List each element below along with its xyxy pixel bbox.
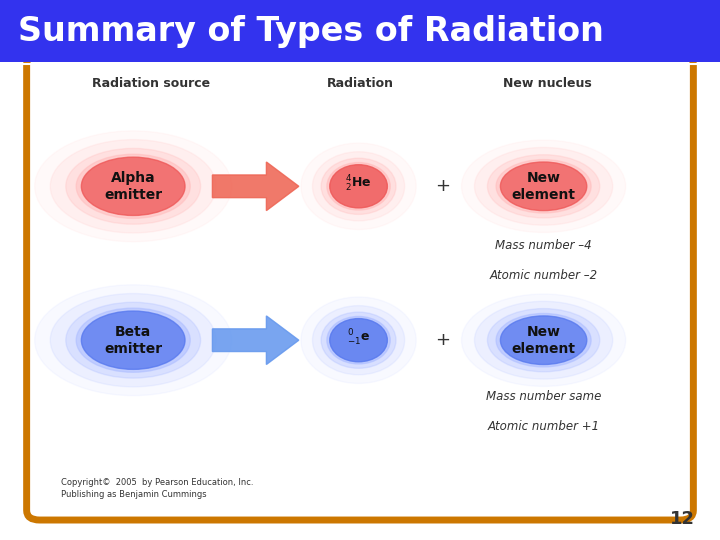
Text: Atomic number +1: Atomic number +1	[487, 420, 600, 433]
Ellipse shape	[312, 152, 405, 221]
Text: Radiation: Radiation	[326, 77, 394, 90]
Ellipse shape	[35, 131, 232, 242]
Text: New
element: New element	[512, 171, 575, 202]
Ellipse shape	[50, 140, 216, 233]
Ellipse shape	[66, 302, 201, 378]
FancyBboxPatch shape	[27, 55, 693, 520]
Text: 12: 12	[670, 510, 695, 528]
Text: Beta
emitter: Beta emitter	[104, 325, 162, 356]
Ellipse shape	[327, 316, 390, 364]
Ellipse shape	[500, 162, 587, 211]
Ellipse shape	[330, 165, 387, 208]
Ellipse shape	[35, 285, 232, 396]
Ellipse shape	[496, 159, 591, 213]
Text: New nucleus: New nucleus	[503, 77, 592, 90]
Text: +: +	[436, 331, 450, 349]
Text: +: +	[436, 177, 450, 195]
Text: New
element: New element	[512, 325, 575, 356]
FancyArrow shape	[212, 162, 299, 211]
Text: Radiation source: Radiation source	[92, 77, 210, 90]
Ellipse shape	[312, 306, 405, 375]
Text: Alpha
emitter: Alpha emitter	[104, 171, 162, 202]
Text: Mass number –4: Mass number –4	[495, 239, 592, 252]
Text: Mass number same: Mass number same	[486, 390, 601, 403]
Ellipse shape	[327, 163, 390, 210]
Ellipse shape	[474, 147, 613, 225]
Ellipse shape	[474, 301, 613, 379]
Ellipse shape	[81, 157, 185, 215]
Ellipse shape	[301, 143, 416, 230]
Ellipse shape	[321, 312, 396, 368]
Ellipse shape	[76, 154, 190, 218]
Ellipse shape	[487, 308, 600, 372]
Ellipse shape	[301, 297, 416, 383]
Ellipse shape	[462, 294, 626, 387]
FancyArrow shape	[212, 316, 299, 364]
Text: Copyright©  2005  by Pearson Education, Inc.
Publishing as Benjamin Cummings: Copyright© 2005 by Pearson Education, In…	[61, 478, 253, 500]
Ellipse shape	[66, 148, 201, 224]
Ellipse shape	[487, 155, 600, 218]
Text: $^{4}_{2}$He: $^{4}_{2}$He	[346, 174, 372, 194]
Ellipse shape	[50, 294, 216, 387]
FancyBboxPatch shape	[0, 0, 720, 62]
Ellipse shape	[330, 319, 387, 362]
Ellipse shape	[321, 158, 396, 214]
Ellipse shape	[462, 140, 626, 232]
Text: Summary of Types of Radiation: Summary of Types of Radiation	[18, 15, 604, 48]
Text: Atomic number –2: Atomic number –2	[490, 269, 598, 282]
Text: $^{0}_{-1}$e: $^{0}_{-1}$e	[347, 328, 370, 348]
Ellipse shape	[76, 308, 190, 372]
Ellipse shape	[81, 311, 185, 369]
Ellipse shape	[500, 316, 587, 364]
Ellipse shape	[496, 313, 591, 367]
